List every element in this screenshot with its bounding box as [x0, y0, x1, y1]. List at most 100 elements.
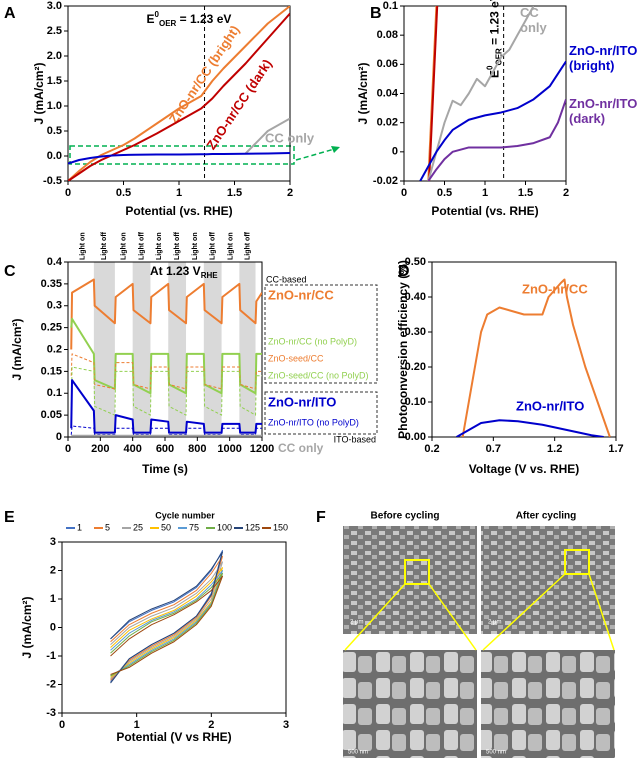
light-label: Light on [192, 232, 199, 260]
annotation-part: E [147, 12, 155, 26]
y-tick-label: 0.02 [377, 117, 398, 129]
scale-bar-label: 500 nm [348, 750, 368, 756]
panel-letter: B [370, 5, 382, 22]
annotation-sup: 0 [155, 10, 160, 19]
series-line [461, 278, 611, 437]
series-label-line: ZnO-nr/ITO [569, 43, 637, 58]
x-tick-label: 1.5 [227, 187, 242, 199]
x-tick-label: 0 [59, 719, 65, 731]
legend-label: 1 [77, 522, 82, 532]
panel-letter: D [398, 263, 410, 280]
x-axis-title: Potential (vs. RHE) [431, 204, 538, 218]
light-label: Light off [174, 231, 181, 260]
zoom-line [344, 583, 406, 651]
series-label: ZnO-seed/CC (no PolyD) [268, 370, 369, 380]
y-tick-label: 0.50 [405, 256, 426, 268]
scale-bar-label: 2 μm [350, 620, 363, 626]
annotation-part: = 1.23 eV [176, 12, 231, 26]
series-label: CC only [520, 5, 547, 35]
x-tick-label: 0.7 [486, 443, 501, 455]
series-label-line: ZnO-nr/ITO [569, 96, 637, 111]
x-tick-label: 800 [188, 443, 206, 455]
y-tick-label: 0 [56, 431, 62, 443]
series-line [68, 152, 290, 165]
x-tick-label: 1000 [217, 443, 241, 455]
series-line [419, 60, 566, 181]
y-tick-label: -2 [46, 678, 56, 690]
y-tick-label: 0.30 [405, 326, 426, 338]
annotation-part: E [488, 70, 502, 78]
y-tick-label: 1.5 [47, 75, 62, 87]
series-line [110, 551, 224, 684]
legend-label: 100 [217, 522, 232, 532]
y-tick-label: 2 [50, 564, 56, 576]
x-tick-label: 0.2 [424, 443, 439, 455]
series-label-line: CC [520, 5, 539, 20]
series-label: ZnO-nr/ITO (dark) [569, 96, 637, 126]
y-tick-label: 1.0 [47, 100, 62, 112]
zoom-line [428, 583, 477, 651]
x-tick-label: 1200 [250, 443, 274, 455]
annotation-part: = 1.23 eV [488, 0, 502, 48]
y-axis-title: J (mA/cm²) [10, 318, 24, 380]
series-line [68, 6, 290, 181]
annotation-sub: OER [495, 48, 504, 66]
image-title: After cycling [516, 511, 577, 522]
series-line [110, 572, 224, 677]
series-line [110, 570, 224, 677]
y-tick-label: -3 [46, 707, 56, 719]
y-tick-label: -0.02 [373, 175, 398, 187]
group-label: CC-based [266, 274, 307, 284]
y-tick-label: 0.20 [405, 361, 426, 373]
series-label-line: (bright) [569, 58, 614, 73]
series-line [110, 555, 224, 681]
group-box [264, 284, 378, 384]
annotation: E0OER = 1.23 eV [147, 10, 232, 28]
x-tick-label: 0.5 [116, 187, 131, 199]
series-line [70, 278, 262, 350]
x-tick-label: 400 [123, 443, 141, 455]
series-label: CC only [265, 130, 315, 145]
x-tick-label: 0 [401, 187, 407, 199]
y-tick-label: 0.10 [405, 396, 426, 408]
y-tick-label: 0 [392, 146, 398, 158]
zoom-arrow [295, 147, 339, 161]
y-tick-label: 0.06 [377, 58, 398, 70]
x-tick-label: 600 [156, 443, 174, 455]
y-tick-label: 0.2 [47, 343, 62, 355]
series-label-line: (dark) [569, 111, 605, 126]
y-tick-label: 0.4 [47, 256, 63, 268]
legend-label: 5 [105, 522, 110, 532]
y-tick-label: 0.1 [383, 0, 398, 12]
annotation-sub: OER [159, 19, 177, 28]
series-line [110, 575, 224, 675]
series-label-line: only [520, 20, 547, 35]
x-tick-label: 1 [134, 719, 140, 731]
light-label: Light off [244, 231, 251, 260]
light-label: Light off [138, 231, 145, 260]
x-tick-label: 1.5 [518, 187, 533, 199]
panel-letter: F [316, 509, 326, 526]
condition-label: At 1.23 VRHE [150, 264, 218, 280]
light-label: Light on [227, 232, 234, 260]
y-tick-label: 0.05 [41, 409, 62, 421]
image-title: Before cycling [371, 511, 440, 522]
y-tick-label: -0.5 [43, 175, 62, 187]
scale-bar-label: 500 nm [486, 750, 506, 756]
y-axis-title: J (mA/cm²) [32, 62, 46, 124]
series-label: ZnO-nr/ITO [516, 398, 584, 413]
legend-title: Cycle number [155, 510, 215, 520]
annotation: E0OER = 1.23 eV [486, 0, 504, 78]
y-tick-label: 0.35 [41, 278, 62, 290]
light-label: Light off [101, 231, 108, 260]
zoom-line [588, 573, 615, 651]
x-axis-title: Potential (vs. RHE) [125, 204, 232, 218]
series-line [427, 6, 535, 181]
x-tick-label: 0 [65, 443, 71, 455]
y-tick-label: 0.04 [377, 87, 399, 99]
y-tick-label: 0.0 [47, 150, 62, 162]
x-tick-label: 1 [176, 187, 182, 199]
y-tick-label: 0.08 [377, 29, 398, 41]
series-label: ZnO-nr/ITO [268, 394, 336, 409]
